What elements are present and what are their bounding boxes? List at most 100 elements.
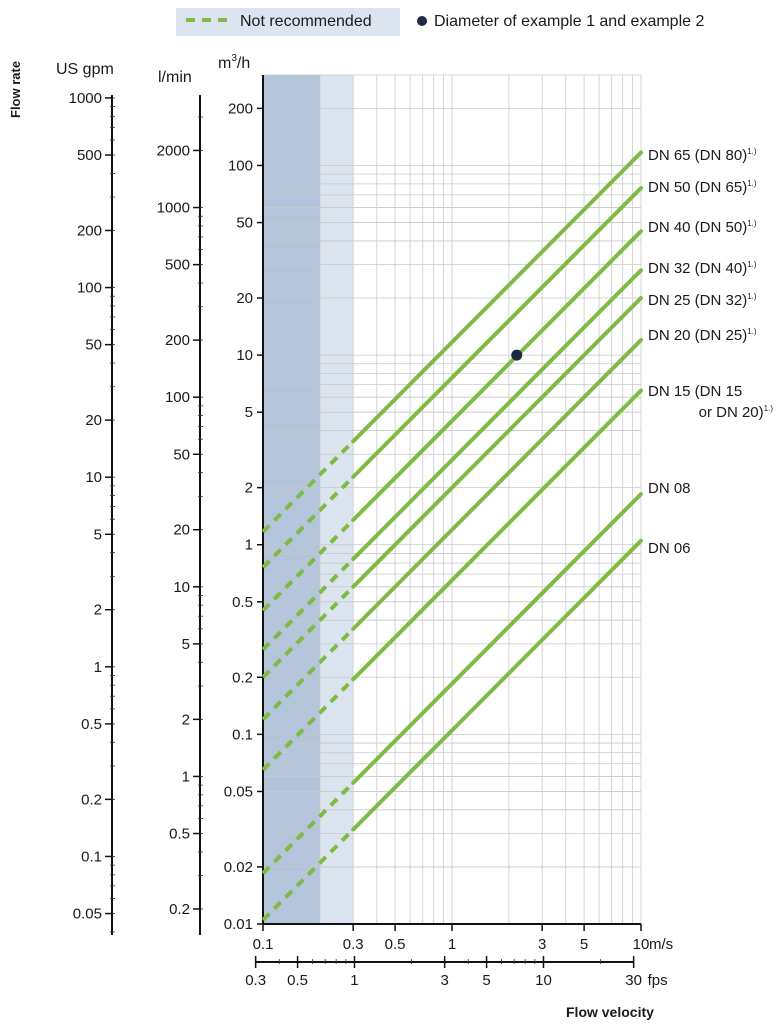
secondary-tick-label: 50	[173, 446, 190, 463]
example-point	[511, 349, 523, 361]
series-label-name: DN 32 (DN 40)	[648, 260, 747, 277]
secondary-tick-label: 0.5	[81, 716, 102, 733]
series-label-footnote: 1.)	[747, 147, 757, 156]
m3h-unit-exp: 3	[231, 53, 237, 64]
secondary-tick-label: 10	[85, 469, 102, 486]
legend-dot-label: Diameter of example 1 and example 2	[434, 13, 704, 30]
series-line-2	[351, 186, 643, 479]
series-line-8	[351, 492, 643, 785]
series-label-name: DN 50 (DN 65)	[648, 179, 747, 196]
legend: Not recommended Diameter of example 1 an…	[176, 8, 704, 36]
gpm-axis-unit: US gpm	[56, 61, 114, 78]
series-line-9	[351, 538, 643, 832]
series-line-4	[351, 268, 643, 562]
series-label-name-continued: or DN 20)	[699, 404, 764, 421]
secondary-tick-label: 2	[94, 602, 102, 619]
series-label: DN 65 (DN 80)1.)	[648, 147, 757, 164]
legend-dot-swatch	[417, 16, 427, 26]
fps-tick-label: 30	[625, 972, 642, 989]
secondary-tick-label: 2000	[157, 142, 190, 159]
y-tick-label: 200	[228, 100, 253, 117]
x-tick-label: 1	[448, 936, 456, 953]
secondary-tick-label: 1000	[69, 90, 102, 107]
series-label-continuation: or DN 20)1.)	[699, 404, 774, 421]
y-tick-label: 20	[236, 290, 253, 307]
series-label: DN 15 (DN 15	[648, 383, 742, 400]
secondary-tick-label: 50	[85, 337, 102, 354]
secondary-tick-label: 200	[77, 222, 102, 239]
x-axis-unit-ms: m/s	[649, 936, 673, 953]
x-tick-label: 10	[633, 936, 650, 953]
secondary-tick-label: 0.2	[169, 901, 190, 918]
y-tick-label: 5	[245, 404, 253, 421]
x-tick-label: 0.5	[385, 936, 406, 953]
m3h-unit-m: m	[218, 55, 231, 72]
x-tick-label: 5	[580, 936, 588, 953]
series-line-5	[351, 296, 643, 589]
y-tick-label: 0.1	[232, 726, 253, 743]
series-label-footnote: 1.)	[747, 219, 757, 228]
secondary-tick-label: 0.5	[169, 826, 190, 843]
series-line-7	[351, 388, 643, 682]
series-line-3	[351, 229, 643, 523]
m3h-unit-per-h: /h	[237, 55, 250, 72]
secondary-tick-label: 0.1	[81, 848, 102, 865]
series-line-1	[351, 150, 643, 444]
y-tick-label: 100	[228, 157, 253, 174]
series-label-footnote: 1.)	[747, 292, 757, 301]
y-tick-label: 0.2	[232, 669, 253, 686]
series-label: DN 06	[648, 540, 691, 557]
series-label-name: DN 65 (DN 80)	[648, 147, 747, 164]
secondary-tick-label: 1000	[157, 200, 190, 217]
series-label: DN 32 (DN 40)1.)	[648, 260, 757, 277]
series-label-name: DN 06	[648, 540, 691, 557]
series-line-dashed-1	[261, 439, 355, 534]
series-line-dashed-7	[261, 677, 355, 772]
series-label-footnote: 1.)	[747, 327, 757, 336]
fps-axis-unit: fps	[648, 972, 668, 989]
secondary-tick-label: 2	[182, 711, 190, 728]
series-label-name: DN 25 (DN 32)	[648, 292, 747, 309]
fps-tick-label: 0.5	[287, 972, 308, 989]
secondary-tick-label: 100	[77, 280, 102, 297]
series-line-dashed-5	[261, 585, 355, 679]
series-label: DN 50 (DN 65)1.)	[648, 179, 757, 196]
series-label-name: DN 15 (DN 15	[648, 383, 742, 400]
series-line-dashed-6	[261, 627, 355, 721]
series-label-name: DN 40 (DN 50)	[648, 219, 747, 236]
series-label-footnote: 1.)	[747, 179, 757, 188]
series-label: DN 40 (DN 50)1.)	[648, 219, 757, 236]
secondary-tick-label: 500	[165, 257, 190, 274]
fps-tick-label: 3	[440, 972, 448, 989]
secondary-tick-label: 500	[77, 147, 102, 164]
y-tick-label: 1	[245, 537, 253, 554]
secondary-tick-label: 0.05	[73, 906, 102, 923]
secondary-tick-label: 100	[165, 389, 190, 406]
x-tick-label: 0.1	[253, 936, 274, 953]
y-tick-label: 10	[236, 347, 253, 364]
secondary-tick-label: 0.2	[81, 791, 102, 808]
y-tick-label: 0.5	[232, 594, 253, 611]
series-label: DN 25 (DN 32)1.)	[648, 292, 757, 309]
series-label: DN 08	[648, 480, 691, 497]
secondary-tick-label: 5	[182, 636, 190, 653]
x-axis-title: Flow velocity	[566, 1004, 654, 1020]
secondary-tick-label: 200	[165, 332, 190, 349]
series-label-footnote: 1.)	[764, 404, 774, 413]
y-tick-label: 0.05	[224, 783, 253, 800]
secondary-tick-label: 5	[94, 526, 102, 543]
legend-dashed-label: Not recommended	[240, 13, 372, 30]
series-line-dashed-8	[261, 781, 355, 875]
series-line-6	[351, 338, 643, 631]
series-label-name: DN 08	[648, 480, 691, 497]
series-line-dashed-4	[261, 557, 355, 651]
secondary-tick-label: 1	[182, 768, 190, 785]
fps-tick-label: 1	[350, 972, 358, 989]
m3h-axis-unit: m3/h	[218, 53, 250, 72]
not-recommended-band-2	[319, 75, 354, 924]
series-line-dashed-2	[261, 475, 355, 569]
fps-tick-label: 0.3	[245, 972, 266, 989]
x-tick-label: 0.3	[343, 936, 364, 953]
y-tick-label: 50	[236, 215, 253, 232]
